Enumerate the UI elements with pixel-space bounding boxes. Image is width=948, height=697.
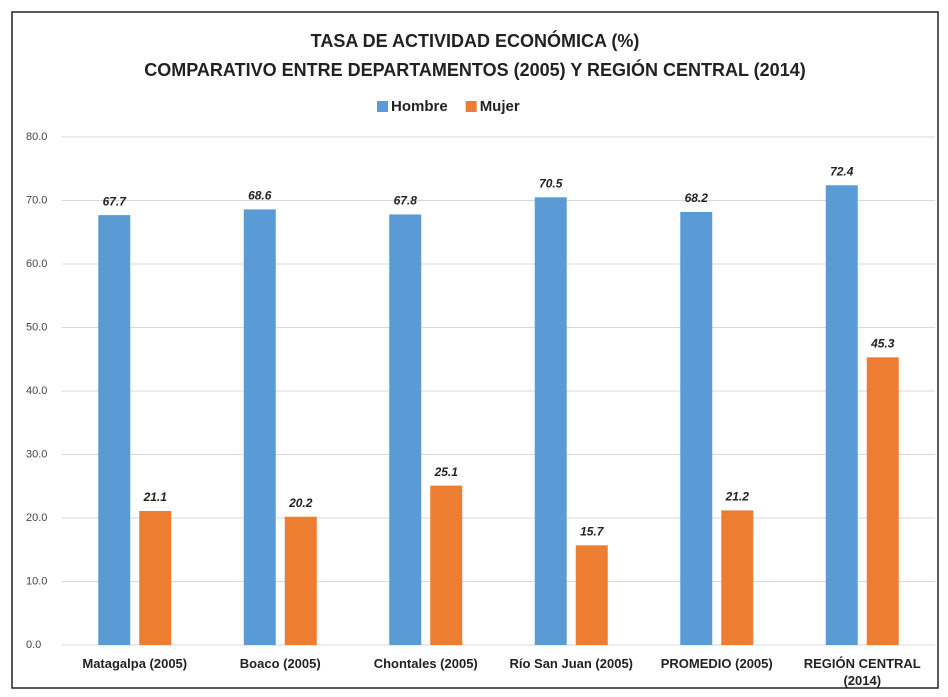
data-label: 72.4 [830,164,854,178]
data-label: 21.2 [725,490,750,504]
legend-label: Mujer [480,98,520,115]
bar [866,357,899,645]
y-tick-label: 30.0 [26,448,47,460]
data-label: 70.5 [539,176,563,190]
bar [430,485,463,645]
bar [534,197,567,645]
data-label: 68.6 [248,189,272,203]
data-label: 20.2 [288,496,313,510]
y-tick-label: 50.0 [26,321,47,333]
legend-swatch [377,101,388,112]
y-tick-label: 80.0 [26,131,47,143]
bar [825,185,858,645]
legend-label: Hombre [391,98,448,115]
bar [284,516,317,645]
y-tick-label: 70.0 [26,194,47,206]
bar [139,511,172,645]
bar [721,510,754,645]
bar [389,214,422,645]
data-label: 15.7 [580,524,605,538]
x-tick-label: Río San Juan (2005) [509,656,634,671]
x-tick-label: PROMEDIO (2005) [660,656,773,671]
y-tick-label: 10.0 [26,575,47,587]
bar [243,209,276,645]
legend-swatch [465,101,477,112]
data-label: 67.7 [103,194,128,208]
data-label: 21.1 [143,490,168,504]
y-tick-label: 20.0 [26,512,47,524]
x-tick-label: Chontales (2005) [373,656,478,671]
data-label: 68.2 [685,191,709,205]
data-label: 45.3 [870,337,895,351]
x-tick-label: Boaco (2005) [239,656,321,671]
bar [575,545,608,645]
y-tick-label: 0.0 [26,639,41,651]
y-tick-label: 40.0 [26,385,47,397]
y-tick-label: 60.0 [26,258,47,270]
bar [98,215,131,646]
chart-subtitle: COMPARATIVO ENTRE DEPARTAMENTOS (2005) Y… [144,59,805,80]
x-tick-label: REGIÓN CENTRAL (2014) [803,656,921,688]
chart-title: TASA DE ACTIVIDAD ECONÓMICA (%) [311,30,640,51]
data-label: 67.8 [394,194,418,208]
bar [680,211,713,645]
x-tick-label: Matagalpa (2005) [82,656,188,671]
data-label: 25.1 [434,465,459,479]
